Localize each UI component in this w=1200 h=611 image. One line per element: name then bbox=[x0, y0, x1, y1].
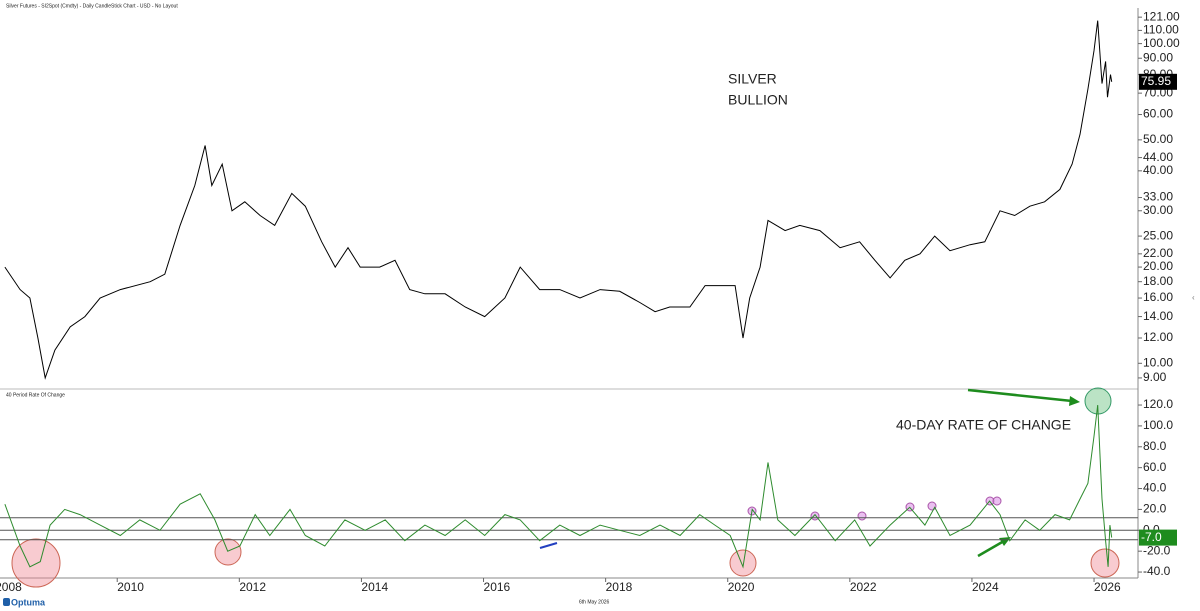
footer-date: 6th May 2026 bbox=[579, 599, 610, 605]
x-tick-label: 2020 bbox=[728, 580, 755, 594]
x-tick-label: 2024 bbox=[972, 580, 999, 594]
annotation: SILVER bbox=[728, 71, 777, 87]
y-tick-label: 14.00 bbox=[1143, 309, 1173, 323]
x-tick-label: 2010 bbox=[117, 580, 144, 594]
y-tick-label: 12.00 bbox=[1143, 330, 1173, 344]
y-tick-label: 25.00 bbox=[1143, 228, 1173, 242]
y-tick-label: -40.0 bbox=[1143, 564, 1171, 578]
highlight-circle bbox=[11, 538, 61, 588]
y-tick-label: 33.00 bbox=[1143, 190, 1173, 204]
last-value-label: 75.95 bbox=[1141, 74, 1171, 88]
y-tick-label: 100.0 bbox=[1143, 418, 1173, 432]
y-tick-label: -20.0 bbox=[1143, 543, 1171, 557]
y-tick-label: 18.00 bbox=[1143, 274, 1173, 288]
y-tick-label: 20.0 bbox=[1143, 502, 1167, 516]
y-tick-label: 110.00 bbox=[1143, 23, 1179, 37]
collapse-arrow[interactable]: ‹ bbox=[1192, 293, 1195, 302]
annotation: 40-DAY RATE OF CHANGE bbox=[896, 417, 1071, 433]
y-tick-label: 44.00 bbox=[1143, 150, 1173, 164]
arrow bbox=[977, 539, 1005, 558]
chart-title: Silver Futures - SI2Spot (Cmdty) - Daily… bbox=[6, 3, 178, 9]
small-circle bbox=[927, 501, 937, 511]
logo-icon bbox=[3, 598, 10, 606]
x-tick-label: 2008 bbox=[0, 580, 22, 594]
small-circle bbox=[992, 496, 1002, 506]
highlight-circle bbox=[214, 538, 242, 566]
x-tick-label: 2012 bbox=[239, 580, 266, 594]
highlight-circle bbox=[729, 549, 757, 577]
y-tick-label: 30.00 bbox=[1143, 203, 1173, 217]
x-tick-label: 2022 bbox=[850, 580, 877, 594]
trend-line bbox=[539, 542, 558, 549]
last-value-label: -7.0 bbox=[1141, 530, 1162, 544]
x-tick-label: 2026 bbox=[1094, 580, 1121, 594]
x-tick-label: 2016 bbox=[484, 580, 511, 594]
y-tick-label: 120.0 bbox=[1143, 397, 1173, 411]
data-line bbox=[4, 20, 1113, 380]
arrow bbox=[967, 388, 1073, 403]
y-tick-label: 50.00 bbox=[1143, 132, 1173, 146]
y-tick-label: 80.0 bbox=[1143, 439, 1167, 453]
y-tick-label: 20.00 bbox=[1143, 259, 1173, 273]
small-circle bbox=[857, 511, 867, 521]
x-tick-label: 2014 bbox=[361, 580, 388, 594]
y-tick-label: 9.00 bbox=[1143, 370, 1167, 384]
y-tick-label: 100.00 bbox=[1143, 36, 1180, 50]
last-value-box bbox=[1139, 529, 1177, 546]
highlight-circle bbox=[1090, 548, 1120, 578]
y-tick-label: 90.00 bbox=[1143, 50, 1173, 64]
arrowhead bbox=[1069, 396, 1080, 406]
y-tick-label: 121.00 bbox=[1143, 9, 1180, 23]
footer-brand: Optuma bbox=[11, 597, 46, 607]
data-line bbox=[4, 404, 1113, 569]
y-tick-label: 10.00 bbox=[1143, 355, 1173, 369]
y-tick-label: 40.00 bbox=[1143, 163, 1173, 177]
panel-title: 40 Period Rate Of Change bbox=[6, 392, 65, 398]
y-tick-label: 16.00 bbox=[1143, 290, 1173, 304]
highlights bbox=[11, 387, 1120, 588]
x-tick-label: 2018 bbox=[606, 580, 633, 594]
y-tick-label: 22.00 bbox=[1143, 246, 1173, 260]
last-value-box bbox=[1139, 73, 1177, 90]
y-tick-label: 60.00 bbox=[1143, 107, 1173, 121]
y-tick-label: 60.0 bbox=[1143, 460, 1167, 474]
annotation: BULLION bbox=[728, 92, 788, 108]
y-tick-label: 40.0 bbox=[1143, 481, 1167, 495]
